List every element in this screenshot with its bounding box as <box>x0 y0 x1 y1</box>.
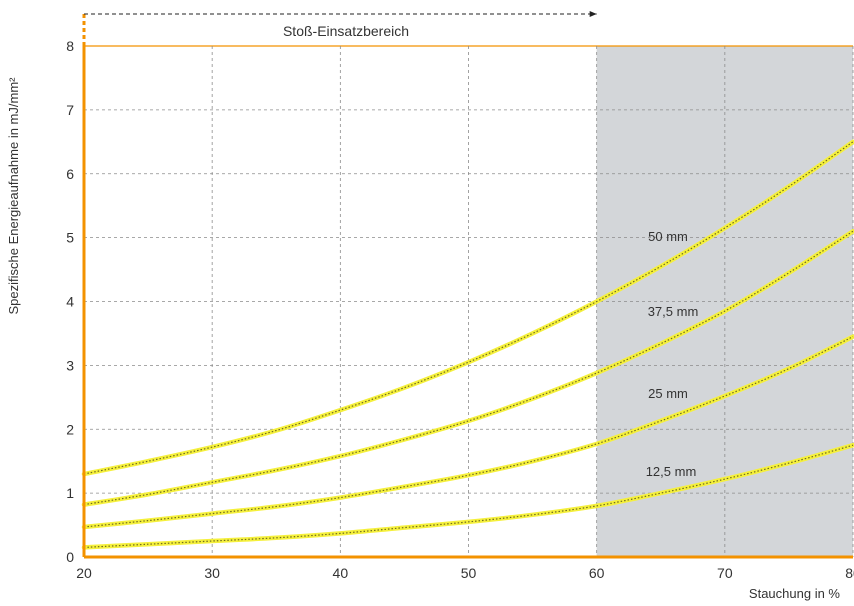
x-tick-label: 20 <box>76 565 92 581</box>
y-tick-label: 6 <box>66 166 74 182</box>
x-tick-label: 70 <box>717 565 733 581</box>
x-tick-label: 60 <box>589 565 605 581</box>
y-tick-label: 7 <box>66 102 74 118</box>
series-line-dots-4 <box>83 444 854 548</box>
series-line-dots-1 <box>83 141 854 475</box>
y-tick-label: 5 <box>66 230 74 246</box>
y-tick-label: 4 <box>66 294 74 310</box>
y-tick-label: 2 <box>66 421 74 437</box>
y-tick-label: 3 <box>66 357 74 373</box>
x-tick-label: 50 <box>461 565 477 581</box>
series-label-4: 12,5 mm <box>646 464 697 479</box>
series-label-2: 37,5 mm <box>648 304 699 319</box>
x-tick-label: 40 <box>333 565 349 581</box>
x-tick-label: 80 <box>845 565 854 581</box>
series-line-3 <box>81 334 854 530</box>
y-tick-label: 8 <box>66 38 74 54</box>
x-tick-label: 30 <box>204 565 220 581</box>
y-tick-label: 1 <box>66 485 74 501</box>
range-annotation-label: Stoß-Einsatzbereich <box>283 23 409 39</box>
y-tick-label: 0 <box>66 549 74 565</box>
y-axis-title: Spezifische Energieaufnahme in mJ/mm² <box>6 77 21 315</box>
series-label-1: 50 mm <box>648 229 688 244</box>
series-line-dots-2 <box>83 230 854 506</box>
series-label-3: 25 mm <box>648 386 688 401</box>
x-axis-title: Stauchung in % <box>749 586 841 601</box>
